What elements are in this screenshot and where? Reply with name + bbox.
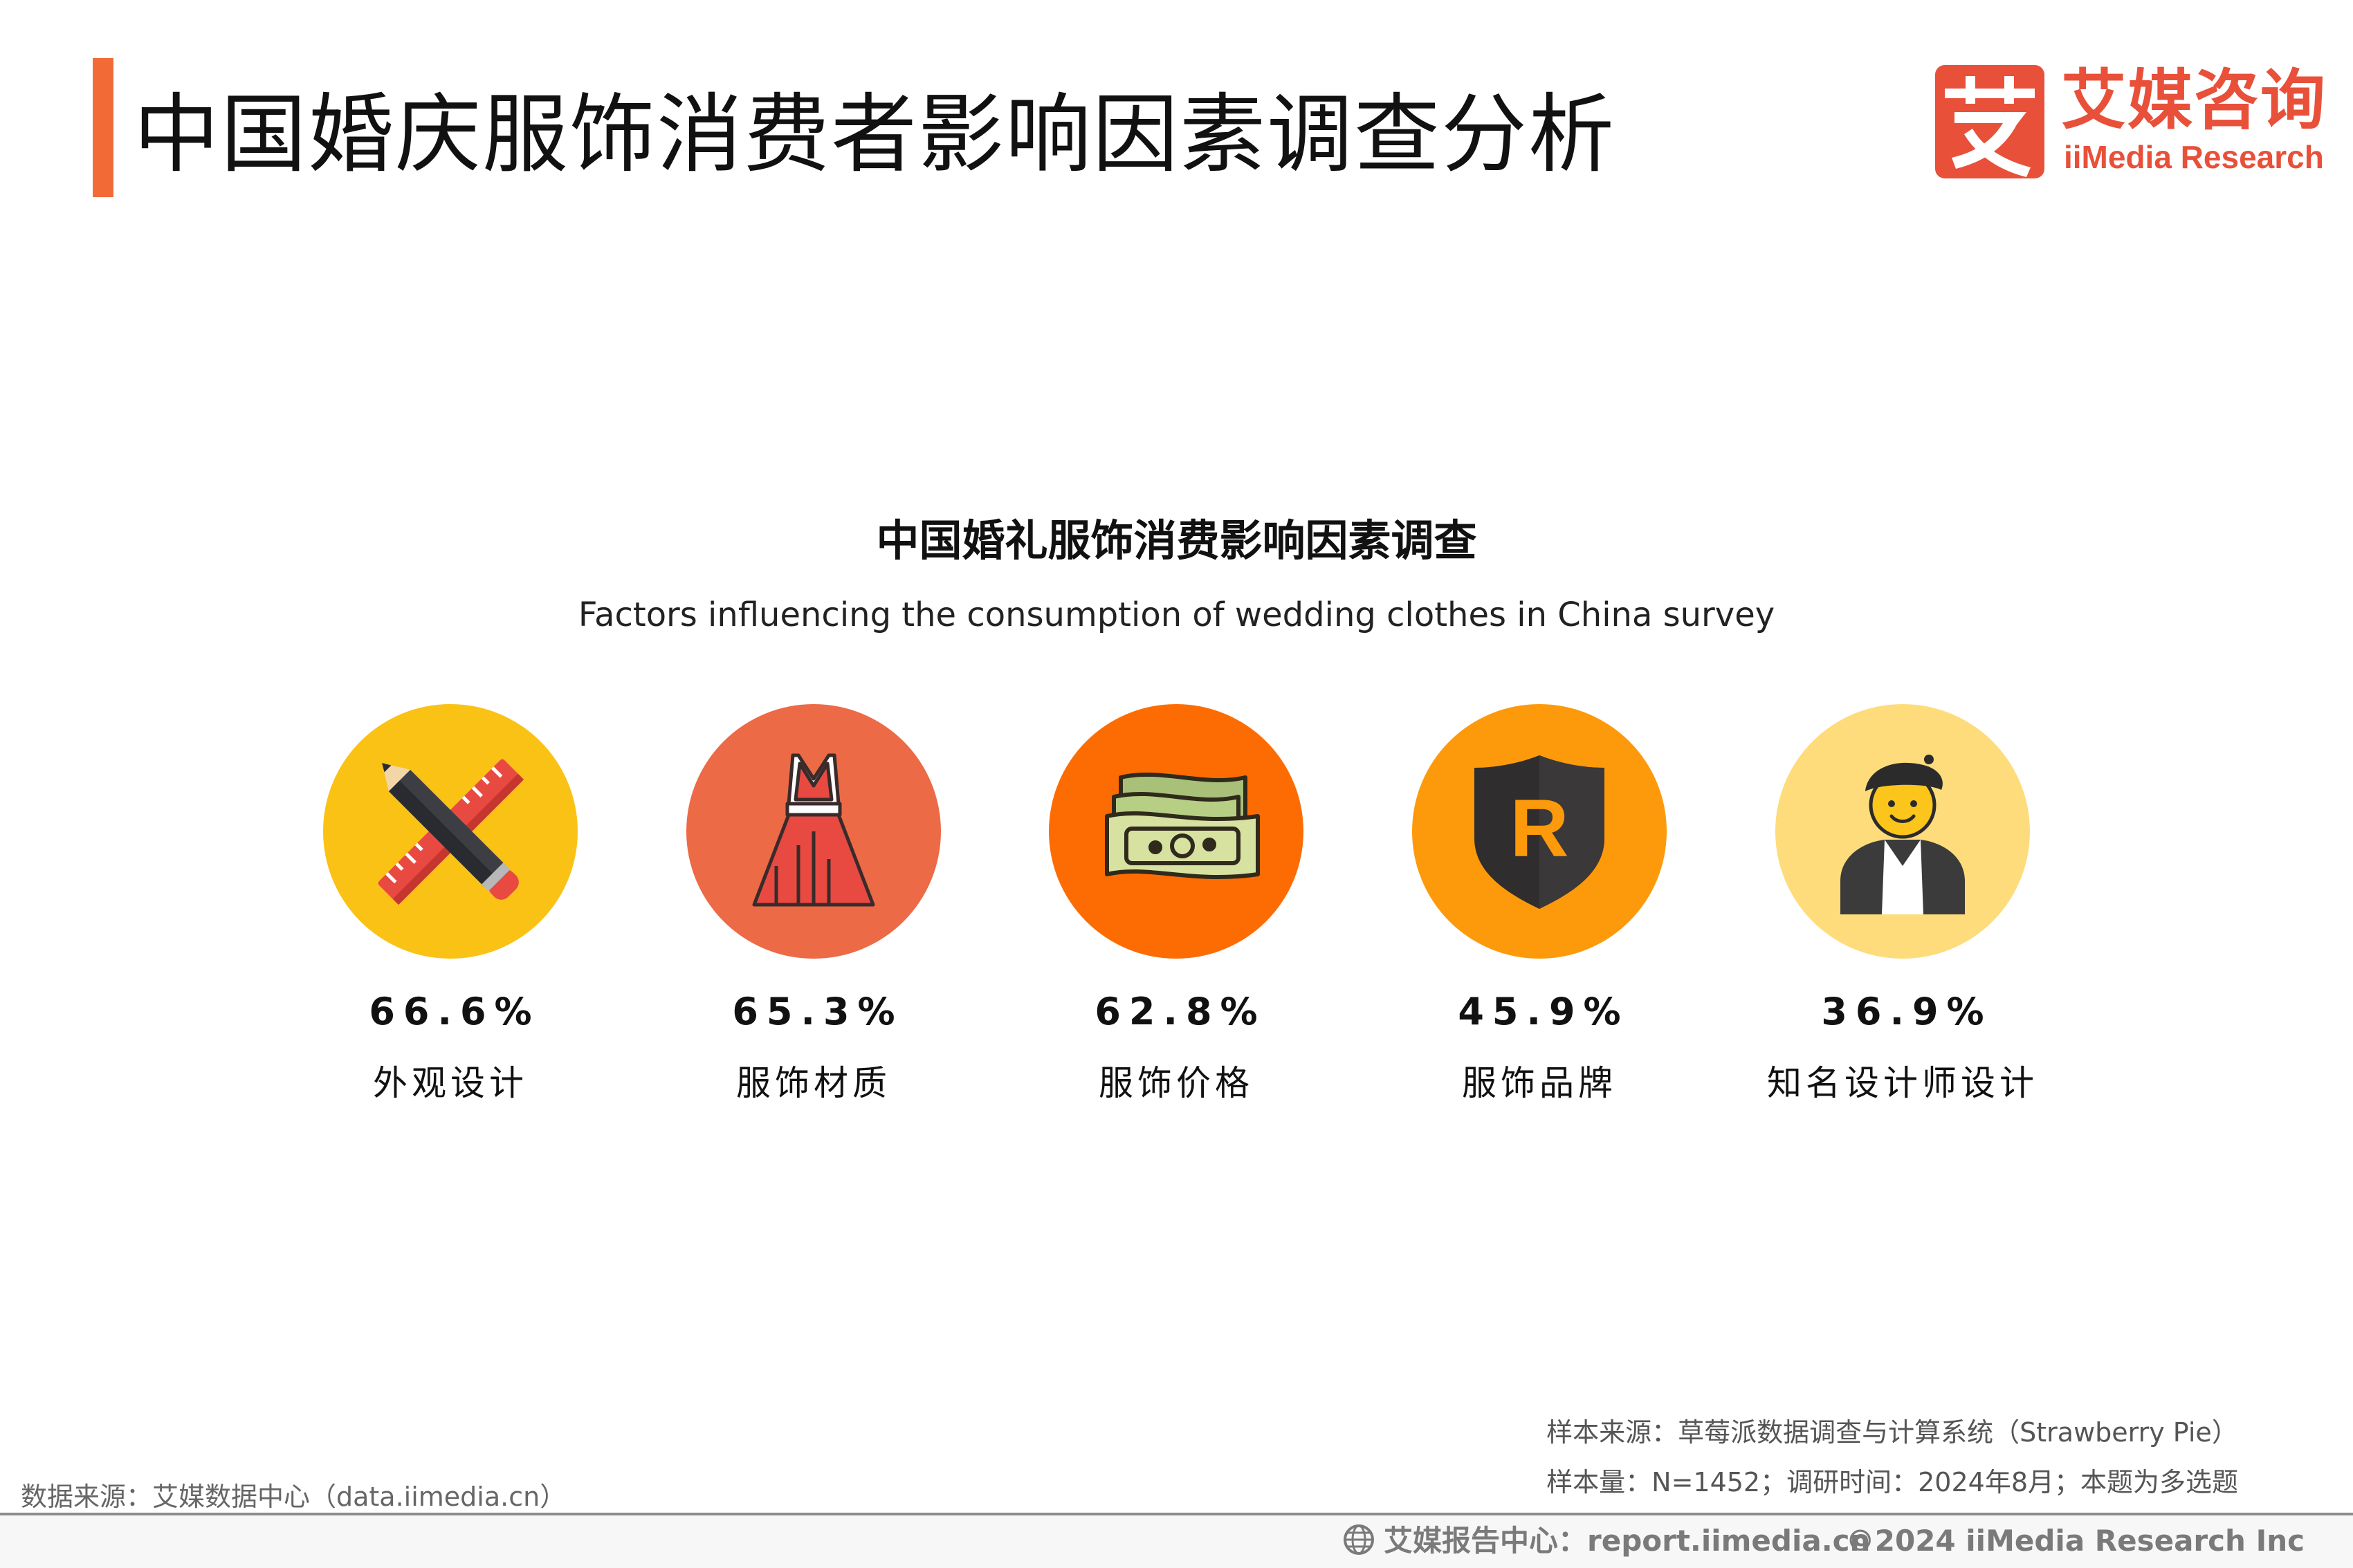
brand-name-cn: 艾媒咨询	[2061, 63, 2327, 138]
factor-circle	[1775, 704, 2030, 959]
factor-circle	[686, 704, 941, 959]
factor-label: 服饰材质	[736, 1063, 891, 1103]
report-center: 艾媒报告中心：report.iimedia.cn	[1341, 1519, 1870, 1563]
survey-notes: 样本来源：草莓派数据调查与计算系统（Strawberry Pie） 样本量：N=…	[1546, 1408, 2238, 1507]
factor-label: 外观设计	[373, 1063, 528, 1103]
factor-item: 62.8% 服饰价格	[1024, 704, 1328, 1105]
dress-icon	[752, 753, 875, 907]
chart-title: 中国婚礼服饰消费影响因素调查	[876, 515, 1477, 566]
footer-divider	[0, 1513, 2353, 1515]
svg-text:R: R	[1510, 783, 1568, 874]
factor-circle	[323, 704, 578, 959]
page-title: 中国婚庆服饰消费者影响因素调查分析	[134, 85, 1616, 185]
factor-item: 36.9% 知名设计师设计	[1750, 704, 2055, 1105]
factor-percentage: 65.3%	[732, 990, 904, 1033]
factor-label: 服饰品牌	[1462, 1063, 1617, 1103]
footer-band	[0, 1515, 2353, 1568]
pencil-ruler-icon	[378, 759, 524, 905]
factor-percentage: 66.6%	[369, 990, 540, 1033]
factor-item: 65.3% 服饰材质	[661, 704, 966, 1105]
brand-logo: 艾媒咨询 iiMedia Research	[1935, 63, 2325, 183]
brand-mark-icon	[1935, 65, 2044, 178]
factor-item: R 45.9% 服饰品牌	[1387, 704, 1692, 1105]
factor-circle	[1049, 704, 1303, 959]
factor-item: 66.6% 外观设计	[298, 704, 603, 1105]
designer-icon	[1840, 755, 1965, 914]
brand-name-en: iiMedia Research	[2064, 139, 2324, 175]
factor-circle: R	[1412, 704, 1667, 959]
globe-icon	[1344, 1524, 1374, 1555]
data-source: 数据来源：艾媒数据中心（data.iimedia.cn）	[21, 1482, 567, 1512]
factor-percentage: 45.9%	[1458, 990, 1629, 1033]
chart-subtitle: Factors influencing the consumption of w…	[578, 596, 1775, 634]
sample-size: 样本量：N=1452；调研时间：2024年8月；本题为多选题	[1546, 1467, 2238, 1497]
factor-percentage: 36.9%	[1821, 990, 1993, 1033]
title-accent-bar	[93, 58, 113, 197]
money-icon	[1105, 772, 1260, 879]
factor-label: 服饰价格	[1099, 1063, 1254, 1103]
sample-source: 样本来源：草莓派数据调查与计算系统（Strawberry Pie）	[1546, 1417, 2238, 1448]
factor-percentage: 62.8%	[1095, 990, 1266, 1033]
factor-label: 知名设计师设计	[1767, 1063, 2038, 1103]
brand-shield-icon: R	[1474, 755, 1604, 909]
copyright: ©2024 iiMedia Research Inc	[1845, 1524, 2305, 1558]
report-center-text: 艾媒报告中心：report.iimedia.cn	[1384, 1524, 1871, 1558]
